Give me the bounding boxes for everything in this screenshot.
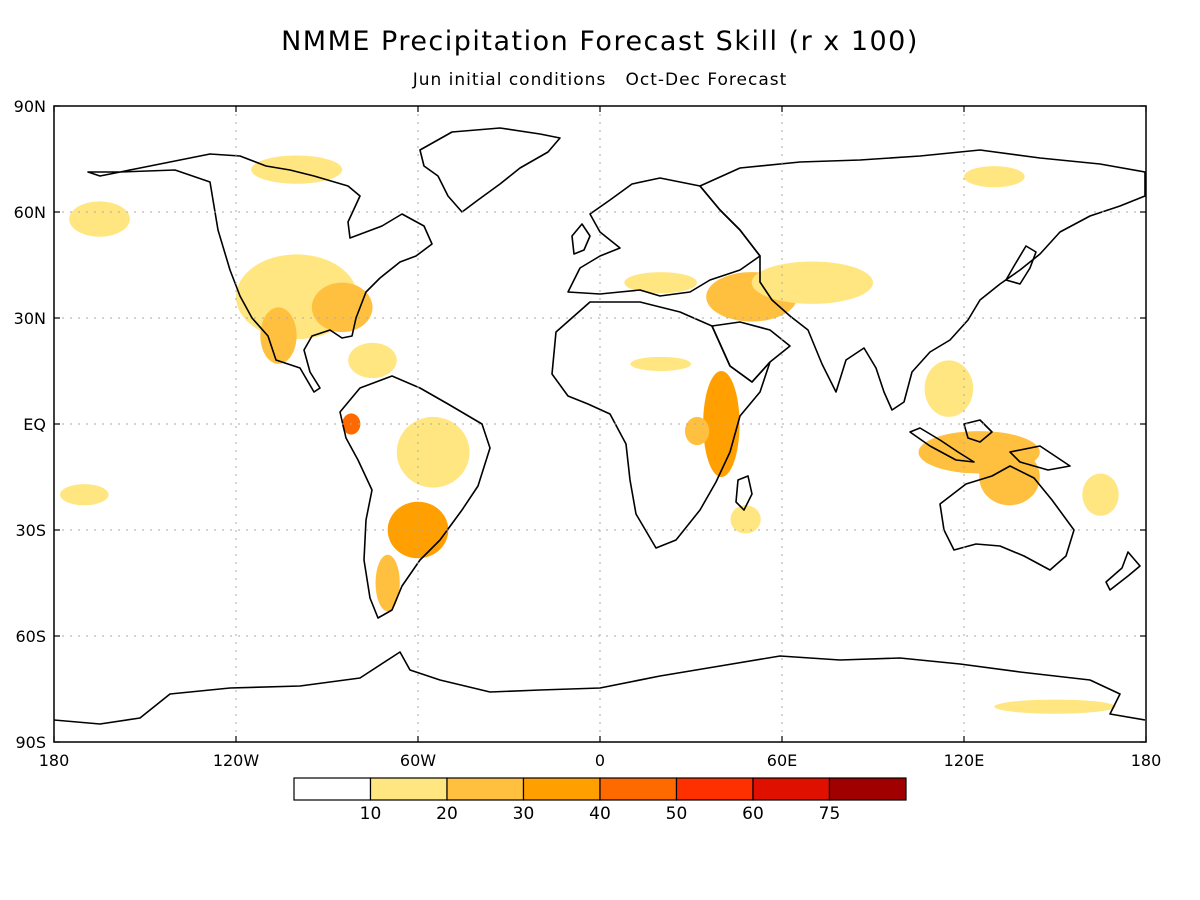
coastline-arabia: [711, 321, 791, 383]
legend-swatch: [369, 777, 448, 801]
skill-region: [624, 272, 698, 294]
skill-region: [251, 155, 343, 184]
coastline-south-america: [339, 375, 491, 619]
legend-swatch: [599, 777, 678, 801]
coastline-uk: [571, 223, 591, 255]
skill-region: [375, 554, 400, 612]
skill-region: [69, 201, 130, 237]
legend-swatch: [675, 777, 754, 801]
coastline-australia: [939, 465, 1075, 571]
coastline-japan: [1005, 245, 1037, 285]
coastline-antarctica: [54, 651, 1146, 725]
skill-region: [730, 505, 761, 534]
legend-swatch: [522, 777, 601, 801]
legend-swatch: [752, 777, 831, 801]
legend-label: 75: [819, 804, 841, 824]
skill-region: [684, 416, 710, 446]
skill-region: [396, 416, 470, 488]
lat-label: EQ: [23, 415, 46, 434]
lon-label: 120W: [213, 751, 260, 770]
skill-region: [1082, 473, 1119, 516]
lat-label: 30N: [14, 309, 46, 328]
coastline-new-zealand: [1105, 551, 1141, 591]
subtitle-initial-conditions: Jun initial conditions: [412, 70, 607, 90]
legend-label: 30: [513, 804, 535, 824]
legend-swatch: [828, 777, 907, 801]
lon-label: 60E: [767, 751, 797, 770]
graticule: [54, 106, 1146, 742]
lat-label: 60S: [15, 627, 46, 646]
lon-label: 180: [39, 751, 70, 770]
coastline-madagascar: [735, 475, 753, 511]
figure-title: NMME Precipitation Forecast Skill (r x 1…: [281, 26, 919, 57]
legend-label: 50: [666, 804, 688, 824]
skill-region: [348, 342, 397, 379]
skill-region: [260, 307, 297, 364]
skill-region: [994, 699, 1116, 714]
legend-swatch: [293, 777, 372, 801]
skill-region: [60, 484, 109, 506]
lat-label: 90N: [14, 97, 46, 116]
skill-region: [311, 282, 373, 333]
skill-region: [964, 166, 1025, 188]
lon-label: 180: [1131, 751, 1162, 770]
skill-region: [924, 360, 974, 417]
legend-label: 40: [589, 804, 611, 824]
coastline-north-america: [87, 153, 433, 393]
color-legend: 10 20 30 40 50 60 75: [293, 777, 907, 824]
skill-region: [630, 356, 692, 371]
lat-label: 60N: [14, 203, 46, 222]
skill-region: [751, 261, 873, 304]
legend-label: 20: [436, 804, 458, 824]
lon-label: 120E: [944, 751, 985, 770]
legend-label: 60: [742, 804, 764, 824]
lon-label: 0: [595, 751, 605, 770]
lat-label: 90S: [15, 733, 46, 752]
lon-label: 60W: [400, 751, 436, 770]
coastline-greenland: [419, 127, 561, 213]
coastline-africa: [551, 301, 771, 549]
coastline-asia: [699, 149, 1146, 411]
lat-label: 30S: [15, 521, 46, 540]
coastline-indonesia: [909, 419, 1071, 471]
coastline-layer: [54, 127, 1146, 725]
legend-label: 10: [360, 804, 382, 824]
subtitle-forecast-period: Oct-Dec Forecast: [625, 70, 788, 90]
figure-subtitle: Jun initial conditions Oct-Dec Forecast: [0, 70, 1200, 90]
legend-swatch: [446, 777, 525, 801]
